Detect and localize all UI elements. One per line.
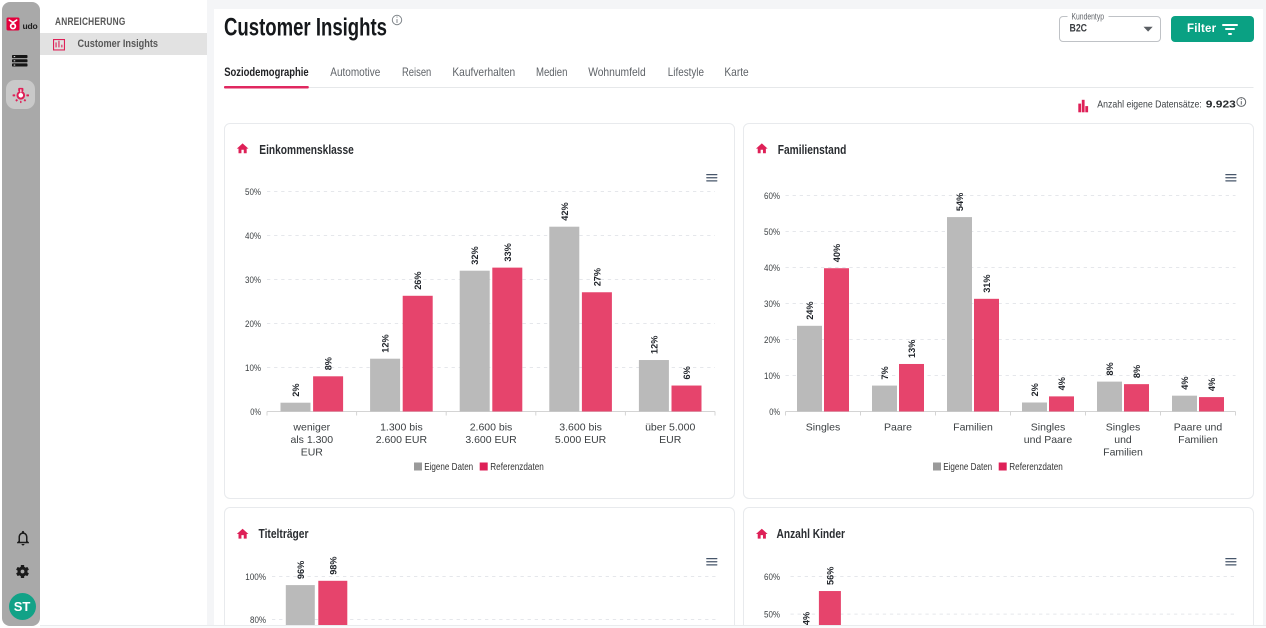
svg-text:udo: udo (23, 21, 38, 31)
